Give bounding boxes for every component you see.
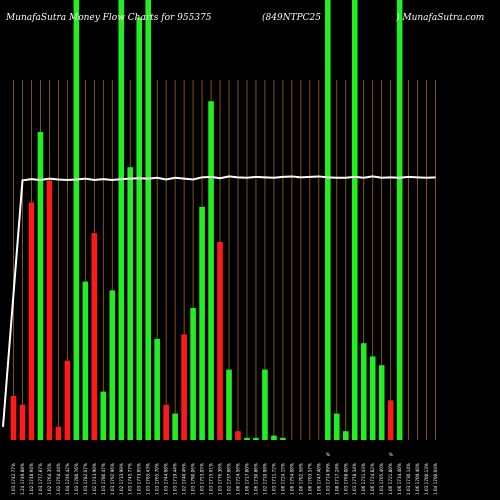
x-tick-label: 1.02 1743.90% [92,463,97,495]
bar [235,431,241,440]
bar [262,369,268,440]
x-tick-label: 1.06 1754.08% [289,463,294,495]
header-center-text: (849NTPC25 [262,12,321,23]
x-axis-labels: 1.03 1742.77% 1.24 1749.88% 1.02 1748.94% 1… [11,463,438,495]
bar [55,426,62,440]
bars [10,0,403,440]
bar [100,391,107,440]
bar [369,356,376,440]
bar [342,431,349,440]
x-tick-label: 1.06 1734.40% [397,463,402,495]
bar [28,202,35,440]
chart-header: MunafaSutra Money Flow Charts for 955375… [5,12,484,23]
x-tick-label: 1.03 1790.06% [191,463,196,495]
x-tick-label: 1.03 1765.70% [155,463,160,495]
bar [360,343,367,440]
x-tick-label: 1.03 1753.05% [200,463,205,495]
bar [82,281,89,440]
x-tick-label: 1.03 1705.40% [379,463,384,495]
x-tick-label: 1.04 1746.42% [65,463,70,495]
x-tick-label: 1.02 1737.96% [227,463,232,495]
bar [280,437,286,440]
x-tick-label: 1.06 1709.40% [415,463,420,495]
x-tick-label: 1.06 1724.82% [370,463,375,495]
x-tick-label: 1.06 1717.80% [244,463,249,495]
x-tick-label: 1.24 1749.88% [20,463,25,495]
bar [396,0,403,440]
x-tick-label: 1.03 1700.13% [424,463,429,495]
bar [37,132,44,440]
bar [378,365,385,440]
percent-mark: % [326,452,331,458]
bar [10,396,17,440]
bar [226,369,232,440]
x-tick-label: 1.06 1721.80% [388,463,393,495]
x-tick-label: 1.02 1748.94% [29,463,34,495]
bar [333,413,340,440]
x-tick-label: 1.03 1773.95% [137,463,142,495]
bar [19,404,26,440]
x-tick-label: 1.03 1742.77% [11,463,16,495]
bar [73,0,80,440]
bar [145,0,151,440]
x-tick-label: 1.03 1782.07% [83,463,88,495]
x-tick-label: 1.06 1747.40% [316,463,321,495]
bar [118,0,125,440]
bar [351,0,358,440]
x-tick-label: 1.03 1792.96% [110,463,115,495]
x-tick-label: 1.03 1744.98% [164,463,169,495]
x-tick-label: 1.03 1730.14% [406,463,411,495]
x-tick-label: 1.03 1768.00% [343,463,348,495]
bar [163,404,169,440]
bar [271,435,277,440]
bar [208,101,214,440]
bar [217,242,223,440]
x-tick-label: 1.08 1717.24% [334,463,339,495]
x-tick-label: 1.03 1714.99% [325,463,330,495]
x-tick-label: 1.03 1778.34% [352,463,357,495]
bar [91,233,98,440]
x-tick-label: 1.02 1764.35% [47,463,52,495]
x-tick-label: 1.03 1711.72% [271,463,276,495]
x-tick-label: 1.03 1785.43% [146,463,151,495]
x-tick-label: 1.03 1776.38% [218,463,223,495]
percent-marks: %% [326,452,394,458]
x-tick-label: 1.02 1710.98% [262,463,267,495]
x-tick-label: 1.04 1700.04% [433,463,438,495]
bar [127,167,134,440]
bar [172,413,178,440]
bar [64,360,71,440]
x-tick-label: 1.06 1724.56% [236,463,241,495]
x-tick-label: 1.02 1740.46% [182,463,187,495]
x-tick-label: 1.03 1715.91% [209,463,214,495]
header-left-text: MunafaSutra Money Flow Charts for 955375 [5,13,212,23]
x-tick-label: 1.02 1733.99% [119,463,124,495]
bar [387,400,394,440]
bar [253,437,259,440]
x-tick-label: 1.03 1777.87% [38,463,43,495]
x-tick-label: 1.06 1724.15% [280,463,285,495]
x-tick-label: 1.03 1745.77% [128,463,133,495]
x-tick-label: 1.03 1780.76% [74,463,79,495]
bar [46,180,53,440]
x-tick-label: 1.06 1703.57% [307,463,312,495]
bar [136,17,143,440]
bar [190,308,196,440]
bar [154,338,160,440]
bar [199,206,205,440]
bar [325,0,331,440]
bar [244,437,250,440]
header-right-text: ) MunafaSutra.com [395,12,484,23]
x-tick-label: 1.03 1719.44% [173,463,178,495]
percent-mark: % [389,452,394,458]
x-tick-label: 1.02 1764.44% [56,463,61,495]
bar [109,290,116,440]
money-flow-line [2,175,436,427]
x-tick-label: 1.03 1780.47% [101,463,106,495]
x-tick-label: 1.06 1702.58% [298,463,303,495]
x-tick-label: 1.06 1731.43% [361,463,366,495]
x-tick-label: 1.06 1730.86% [253,463,258,495]
bar [181,334,187,440]
